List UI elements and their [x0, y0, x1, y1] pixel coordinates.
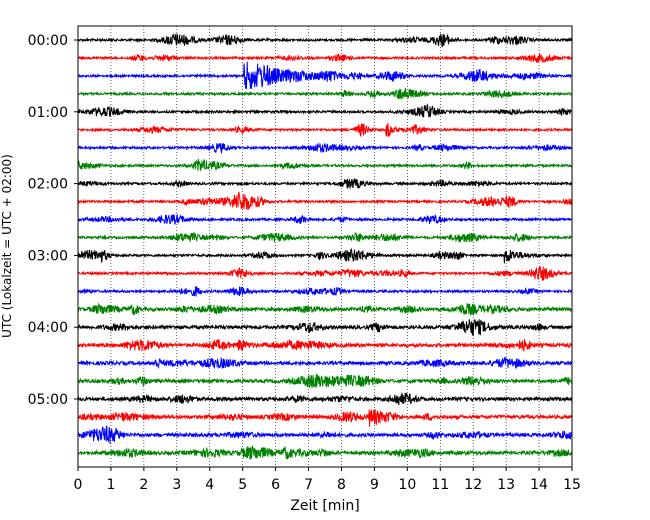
- seismic-trace-line: [77, 122, 573, 138]
- y-tick-label: 04:00: [28, 320, 68, 336]
- seismic-trace-line: [77, 213, 573, 225]
- x-axis-label: Zeit [min]: [290, 498, 359, 514]
- plot-frame: [77, 25, 573, 468]
- x-tick-label: 1: [106, 477, 115, 493]
- seismic-traces: [77, 33, 573, 460]
- x-tick-label: 8: [337, 477, 346, 493]
- seismic-trace-line: [77, 266, 573, 281]
- seismic-trace-line: [77, 33, 573, 48]
- y-axis-label: UTC (Lokalzeit = UTC + 02:00): [0, 154, 14, 338]
- seismic-trace-line: [77, 248, 573, 264]
- x-tick-label: 13: [497, 477, 515, 493]
- seismic-trace-line: [77, 373, 573, 389]
- y-tick-label: 05:00: [28, 392, 68, 408]
- seismic-trace-line: [77, 231, 573, 243]
- seismic-trace-line: [77, 178, 573, 190]
- y-tick-label: 02:00: [28, 177, 68, 193]
- y-tick-label: 03:00: [28, 248, 68, 264]
- seismic-trace-line: [77, 425, 573, 444]
- seismic-trace-line: [77, 356, 573, 370]
- x-tick-label: 14: [530, 477, 548, 493]
- x-tick-label: 4: [205, 477, 214, 493]
- x-tick-label: 7: [304, 477, 313, 493]
- seismic-trace-line: [77, 409, 573, 427]
- x-tick-label: 3: [172, 477, 181, 493]
- x-tick-label: 10: [398, 477, 416, 493]
- x-tick-label: 2: [139, 477, 148, 493]
- seismic-trace-line: [77, 87, 573, 100]
- seismic-trace-line: [77, 52, 573, 64]
- x-tick-label: 11: [431, 477, 449, 493]
- seismic-trace-line: [77, 191, 573, 210]
- seismic-trace-line: [77, 158, 573, 172]
- seismic-trace-line: [77, 392, 573, 406]
- seismic-trace-line: [77, 142, 573, 155]
- seismic-trace-line: [77, 318, 573, 336]
- y-axis-ticks: 00:00 01:00 02:00 03:00 04:00 05:00: [28, 33, 78, 408]
- x-tick-label: 6: [271, 477, 280, 493]
- x-tick-label: 5: [238, 477, 247, 493]
- y-tick-label: 01:00: [28, 105, 68, 121]
- seismic-trace-line: [77, 103, 573, 118]
- x-tick-label: 9: [370, 477, 379, 493]
- x-tick-label: 15: [563, 477, 581, 493]
- seismic-trace-line: [77, 302, 573, 316]
- x-tick-label: 12: [464, 477, 482, 493]
- seismic-trace-line: [77, 61, 573, 90]
- x-tick-label: 0: [74, 477, 83, 493]
- seismic-trace-line: [77, 445, 573, 460]
- seismic-trace-line: [77, 286, 573, 297]
- x-axis-ticks: 0 1 2 3 4 5 6 7 8 9 10 11 12 13 14 15: [74, 467, 581, 493]
- y-tick-label: 00:00: [28, 33, 68, 49]
- seismic-trace-line: [77, 338, 573, 352]
